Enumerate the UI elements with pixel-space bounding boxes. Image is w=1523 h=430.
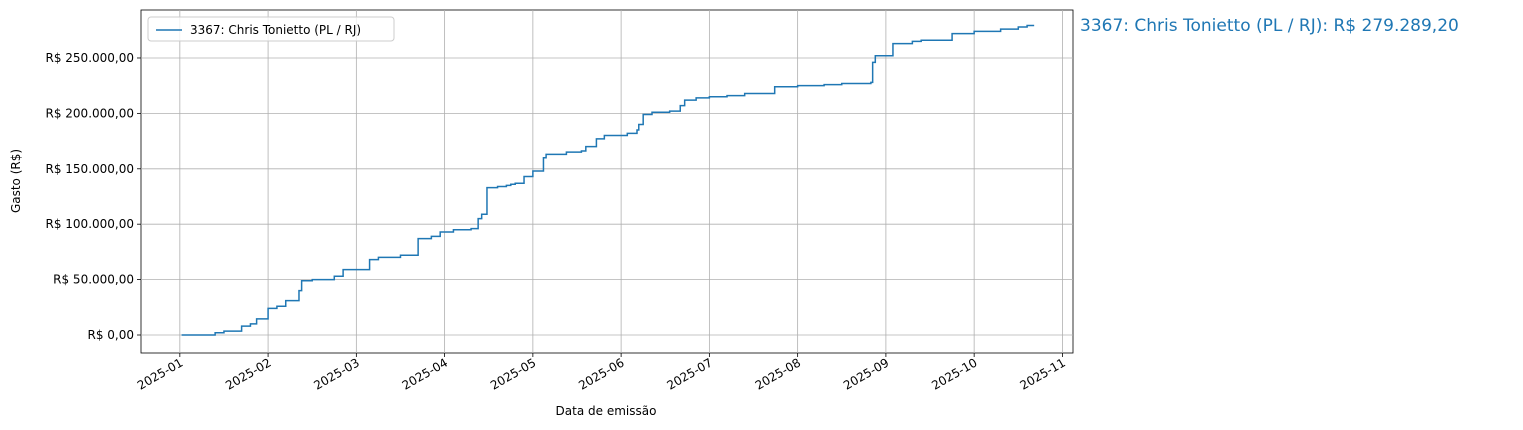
x-tick-label: 2025-07 (664, 355, 714, 392)
x-tick-label: 2025-06 (576, 355, 626, 392)
x-tick-label: 2025-09 (841, 355, 891, 392)
plot-frame (140, 9, 1074, 354)
annotation: 3367: Chris Tonietto (PL / RJ): R$ 279.2… (1080, 16, 1459, 36)
y-tick-label: R$ 250.000,00 (46, 51, 135, 65)
x-tick-label: 2025-04 (400, 355, 450, 392)
y-tick-label: R$ 0,00 (87, 328, 134, 342)
x-tick-label: 2025-08 (753, 355, 803, 392)
legend: 3367: Chris Tonietto (PL / RJ) (147, 16, 395, 42)
x-axis-label: Data de emissão (556, 404, 657, 418)
legend-box (147, 16, 395, 42)
x-tick-label: 2025-10 (929, 355, 979, 392)
y-tick-label: R$ 200.000,00 (46, 106, 135, 120)
x-tick-label: 2025-03 (311, 355, 361, 392)
x-tick-label: 2025-02 (223, 355, 273, 392)
y-axis-label: Gasto (R$) (9, 149, 23, 213)
y-tick-label: R$ 150.000,00 (46, 162, 135, 176)
legend-label: 3367: Chris Tonietto (PL / RJ) (190, 23, 361, 37)
x-tick-label: 2025-01 (135, 355, 185, 392)
x-tick-label: 2025-05 (488, 355, 538, 392)
y-tick-label: R$ 50.000,00 (53, 273, 134, 287)
line-series (181, 24, 1035, 336)
y-tick-label: R$ 100.000,00 (46, 217, 135, 231)
x-tick-label: 2025-11 (1017, 355, 1067, 392)
